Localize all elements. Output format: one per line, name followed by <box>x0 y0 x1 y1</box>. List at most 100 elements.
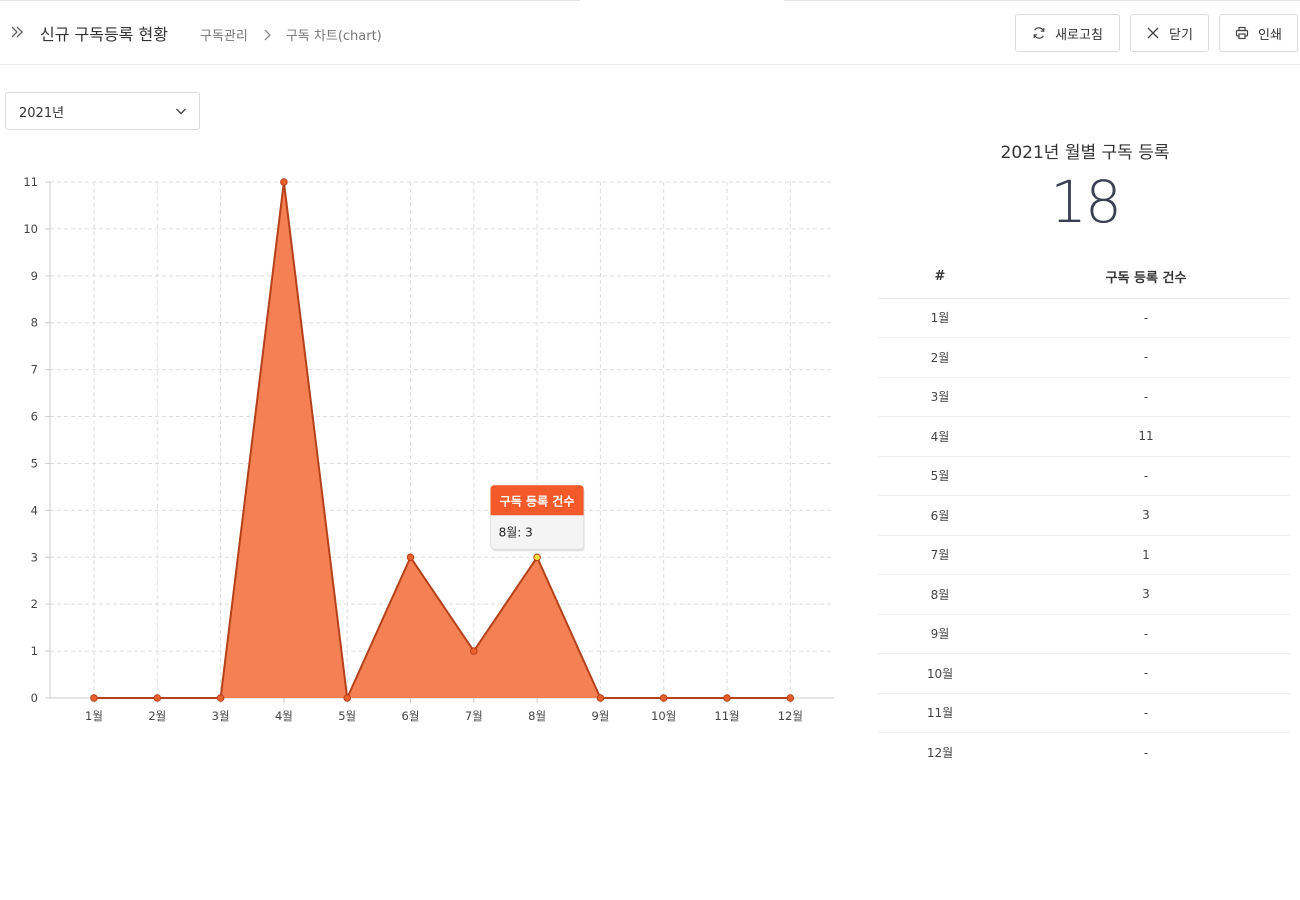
x-tick-label: 12월 <box>778 709 803 723</box>
table-cell-count: - <box>1002 456 1290 496</box>
table-row: 8월 3 <box>878 574 1290 615</box>
tooltip-header <box>490 485 584 516</box>
y-tick-label: 11 <box>23 175 38 189</box>
chevron-down-icon <box>176 108 186 115</box>
y-tick-label: 0 <box>31 691 38 705</box>
y-tick-label: 5 <box>31 456 38 470</box>
page-title: 신규 구독등록 현황 <box>40 25 168 44</box>
data-point <box>153 694 162 702</box>
table-row: 10월 - <box>878 653 1290 694</box>
table-cell-count: - <box>1002 337 1290 378</box>
year-select[interactable]: 2021년 <box>5 92 200 130</box>
y-tick-label: 7 <box>31 363 38 377</box>
y-tick-label: 4 <box>31 503 38 517</box>
table-cell-count: - <box>1002 653 1290 694</box>
table-cell-month: 3월 <box>878 377 1002 417</box>
table-row: 7월 1 <box>878 535 1290 575</box>
x-tick-label: 7월 <box>465 709 483 723</box>
data-point <box>659 694 668 702</box>
x-tick-label: 3월 <box>212 709 230 723</box>
table-header-row: # 구독 등록 건수 <box>878 256 1290 299</box>
top-border-gap <box>580 0 784 1</box>
table-cell-count: - <box>1002 693 1290 733</box>
chevron-right-icon <box>264 29 271 40</box>
table-cell-month: 10월 <box>878 653 1002 694</box>
table-cell-month: 12월 <box>926 746 954 760</box>
breadcrumb-item[interactable]: 구독 차트(chart) <box>285 29 382 44</box>
chart-tooltip: 구독 등록 건수 8월: 3 <box>490 484 585 552</box>
summary-total: 18 <box>1050 168 1122 236</box>
table-cell-month: 9월 <box>878 614 1002 654</box>
table-row: 11월 - <box>878 693 1290 733</box>
refresh-button[interactable]: 새로고침 <box>1015 14 1120 52</box>
subscription-area-chart: 0 1 2 3 4 5 6 7 8 9 10 11 1월 2월 3월 4월 5월 6월 7월 8월 9월 10월 11월 12… <box>23 175 834 723</box>
x-tick-label: 1월 <box>85 709 103 723</box>
refresh-button-label: 새로고침 <box>1055 27 1103 43</box>
monthly-count-table: # 구독 등록 건수 1월 - 2월 - 3월 - 4월 11 5월 - 6월 3 7월 1 … <box>878 256 1290 772</box>
table-cell-count: - <box>1002 614 1290 654</box>
table-row: 3월 - <box>878 377 1290 417</box>
table-cell-month: 8월 <box>878 574 1002 615</box>
printer-icon <box>1235 26 1249 40</box>
data-point <box>280 178 288 186</box>
data-point <box>786 694 795 702</box>
tooltip-text: 8월: 3 <box>499 525 533 539</box>
table-cell-month: 1월 <box>878 298 1002 338</box>
tooltip-title: 구독 등록 건수 <box>500 493 575 508</box>
table-row: 2월 - <box>878 337 1290 378</box>
y-tick-label: 3 <box>31 550 38 564</box>
table-row: 4월 11 <box>878 416 1290 457</box>
x-tick-label: 9월 <box>591 709 609 723</box>
refresh-icon <box>1033 27 1045 39</box>
series-line <box>94 181 791 699</box>
data-point <box>343 694 352 702</box>
x-tick-label: 10월 <box>651 709 676 723</box>
table-cell-month: 5월 <box>878 456 1002 496</box>
x-tick-label: 8월 <box>528 709 546 723</box>
close-button-label: 닫기 <box>1169 27 1193 43</box>
data-point <box>596 694 605 702</box>
data-point <box>90 694 98 702</box>
y-tick-label: 1 <box>31 644 38 658</box>
table-cell-month: 2월 <box>878 337 1002 378</box>
y-tick-label: 8 <box>31 316 38 330</box>
x-tick-label: 11월 <box>714 709 739 723</box>
series-area <box>94 182 791 698</box>
close-icon <box>1147 27 1159 39</box>
table-row: 9월 - <box>878 614 1290 654</box>
breadcrumb-item[interactable]: 구독관리 <box>200 29 248 44</box>
print-button[interactable]: 인쇄 <box>1219 14 1298 52</box>
y-tick-label: 6 <box>31 410 38 424</box>
y-tick-label: 10 <box>23 222 38 236</box>
data-point <box>723 694 731 702</box>
summary-title: 2021년 월별 구독 등록 <box>1000 143 1170 163</box>
table-cell-count: - <box>1143 745 1149 760</box>
table-cell-month: 11월 <box>878 693 1002 733</box>
year-select-value: 2021년 <box>19 105 65 121</box>
data-point <box>533 553 541 562</box>
table-cell-count: 3 <box>1002 495 1290 536</box>
table-row: 12월 - <box>878 733 1290 773</box>
table-header-count: 구독 등록 건수 <box>1002 256 1290 299</box>
close-button[interactable]: 닫기 <box>1130 14 1209 52</box>
table-row: 5월 - <box>878 456 1290 496</box>
table-row: 6월 3 <box>878 495 1290 536</box>
print-button-label: 인쇄 <box>1258 27 1282 43</box>
breadcrumb: 구독관리 구독 차트(chart) <box>200 25 382 44</box>
table-cell-count: 1 <box>1002 535 1290 575</box>
y-tick-label: 9 <box>31 269 38 283</box>
page-header: 신규 구독등록 현황 구독관리 구독 차트(chart) 새로고침 닫기 인쇄 <box>0 1 1300 65</box>
table-cell-month: 4월 <box>878 416 1002 457</box>
table-cell-month: 6월 <box>878 495 1002 536</box>
x-tick-label: 2월 <box>148 709 166 723</box>
x-tick-label: 5월 <box>338 709 356 723</box>
table-row: 1월 - <box>878 298 1290 338</box>
double-chevron-right-icon[interactable] <box>10 23 24 41</box>
table-cell-month: 7월 <box>878 535 1002 575</box>
data-point <box>216 694 225 702</box>
table-cell-count: - <box>1002 377 1290 417</box>
data-point <box>470 647 478 655</box>
x-tick-label: 6월 <box>402 709 420 723</box>
table-cell-count: 3 <box>1002 574 1290 615</box>
table-header-month: # <box>878 256 1002 299</box>
